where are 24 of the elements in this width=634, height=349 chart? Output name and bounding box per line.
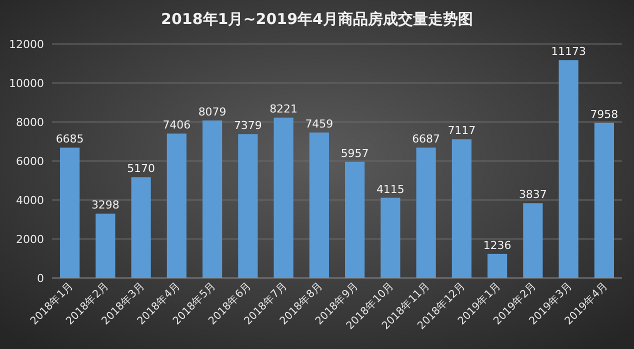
data-label: 1236 [483, 238, 512, 252]
data-label: 3298 [91, 198, 120, 212]
data-label: 3837 [518, 188, 547, 202]
data-label: 5957 [340, 146, 369, 160]
y-tick-label: 12000 [9, 38, 44, 51]
data-label: 7958 [590, 108, 618, 121]
chart-title: 2018年1月~2019年4月商品房成交量走势图 [161, 10, 473, 28]
y-tick-label: 0 [37, 272, 44, 285]
data-label: 4115 [376, 182, 404, 196]
data-label: 5170 [127, 162, 156, 176]
y-tick-label: 10000 [9, 77, 44, 90]
data-label: 7379 [234, 119, 262, 132]
y-tick-label: 6000 [16, 155, 44, 168]
y-tick-label: 4000 [16, 194, 44, 207]
data-label: 6687 [412, 132, 440, 146]
y-tick-label: 8000 [16, 116, 44, 129]
data-label: 7406 [162, 118, 191, 132]
data-label: 8079 [198, 105, 226, 118]
data-label: 8221 [270, 102, 298, 116]
y-tick-label: 2000 [16, 233, 44, 246]
data-label: 11173 [551, 45, 586, 58]
data-label: 6685 [56, 132, 84, 146]
data-label: 7117 [448, 124, 476, 138]
data-label: 7459 [305, 118, 334, 131]
